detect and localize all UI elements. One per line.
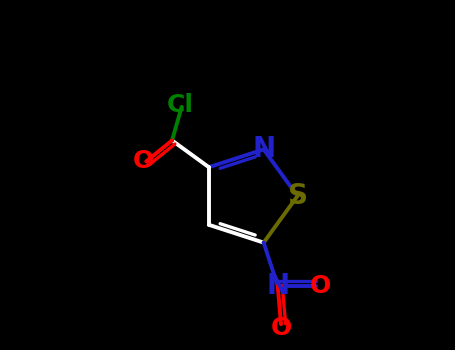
Text: S: S [288, 182, 308, 210]
Text: N: N [252, 135, 275, 163]
Text: O: O [133, 149, 154, 173]
Text: Cl: Cl [167, 93, 193, 117]
Text: N: N [266, 272, 289, 300]
Text: O: O [310, 274, 331, 298]
Text: O: O [270, 316, 292, 341]
